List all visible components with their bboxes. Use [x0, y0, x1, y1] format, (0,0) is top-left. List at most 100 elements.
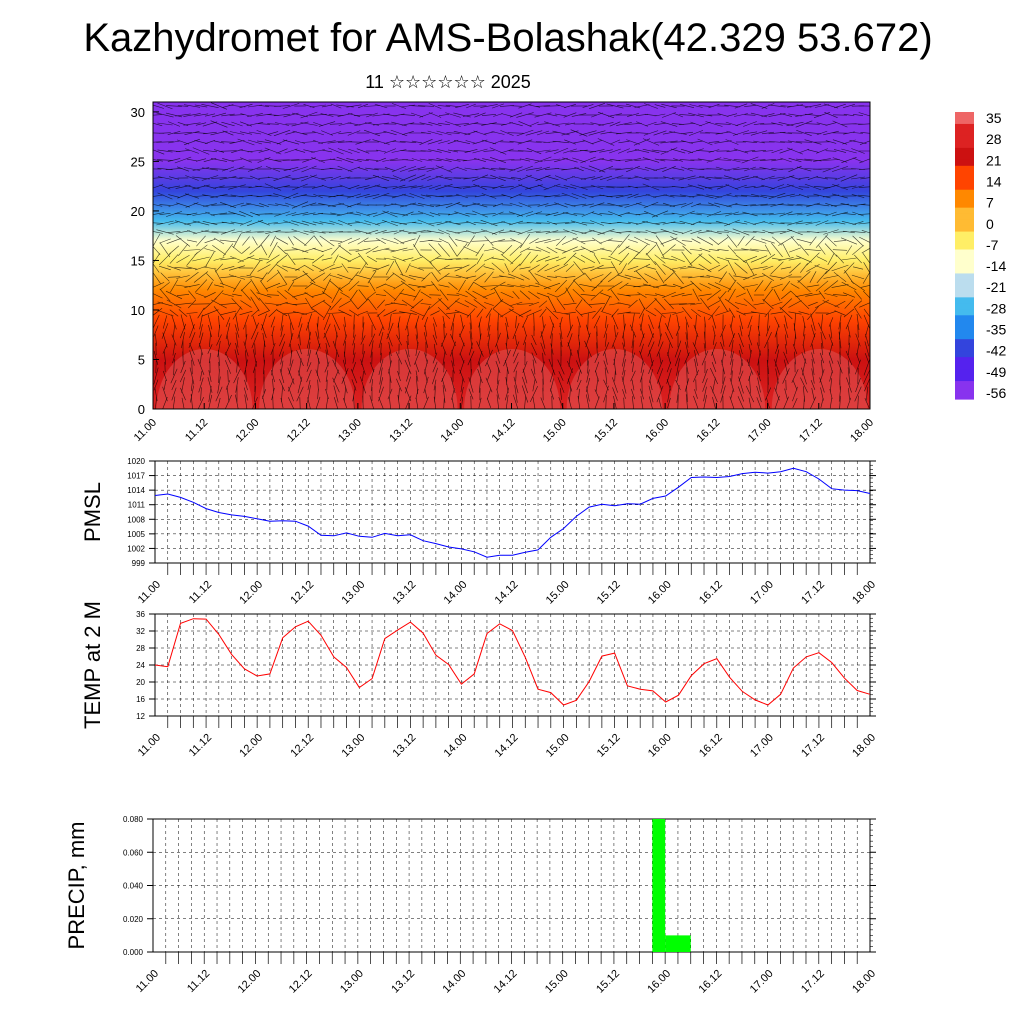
- x-tick-label: 14.12: [492, 968, 520, 996]
- wind-vector: [802, 334, 806, 346]
- wind-vector: [243, 341, 249, 357]
- colorbar-swatch: [955, 129, 974, 137]
- wind-vector: [728, 308, 736, 318]
- wind-vector: [790, 283, 800, 289]
- wind-vector: [667, 352, 671, 364]
- page-title: Kazhydromet for AMS-Bolashak(42.329 53.6…: [83, 16, 933, 60]
- wind-vector: [796, 130, 812, 136]
- wind-vector: [832, 166, 848, 172]
- wind-vector: [200, 352, 202, 364]
- colorbar-swatch: [955, 303, 974, 310]
- wind-vector: [397, 394, 401, 409]
- wind-vector: [213, 237, 225, 245]
- wind-vector: [189, 367, 195, 385]
- wind-vector: [651, 210, 669, 218]
- wind-vector: [302, 141, 316, 143]
- wind-vector: [181, 377, 185, 393]
- wind-vector: [318, 121, 336, 127]
- wind-vector: [172, 352, 176, 364]
- wind-vector: [747, 334, 753, 346]
- wind-vector: [313, 122, 323, 126]
- wind-vector: [310, 230, 326, 234]
- wind-vector: [270, 235, 276, 247]
- wind-vector: [201, 230, 219, 234]
- wind-vector: [153, 194, 164, 197]
- wind-vector: [405, 349, 411, 367]
- wind-vector: [714, 140, 732, 144]
- wind-vector: [563, 229, 577, 235]
- wind-vector: [378, 397, 384, 409]
- wind-vector: [465, 213, 477, 215]
- wind-vector: [399, 311, 417, 315]
- wind-vector: [771, 242, 783, 258]
- wind-vector: [231, 121, 243, 127]
- wind-vector: [698, 253, 712, 265]
- wind-vector: [779, 211, 793, 217]
- wind-vector: [485, 308, 493, 318]
- x-tick-label: 15.12: [595, 732, 623, 760]
- wind-vector: [428, 158, 442, 162]
- wind-vector: [681, 293, 693, 297]
- wind-vector: [743, 121, 757, 127]
- wind-vector: [832, 193, 848, 199]
- wind-vector: [728, 332, 736, 348]
- wind-vector: [479, 322, 481, 340]
- wind-vector: [751, 194, 767, 198]
- wind-vector: [297, 323, 303, 339]
- wind-vector: [643, 130, 659, 136]
- wind-vector: [586, 369, 590, 383]
- wind-vector: [635, 167, 649, 171]
- wind-vector: [155, 334, 157, 346]
- wind-vector: [695, 314, 697, 330]
- wind-vector: [357, 298, 369, 310]
- wind-vector: [724, 298, 740, 310]
- wind-vector: [822, 184, 840, 190]
- wind-vector: [343, 397, 347, 409]
- x-tick-label: 16.00: [646, 579, 674, 607]
- wind-vector: [579, 284, 597, 288]
- wind-vector: [684, 352, 690, 364]
- wind-vector: [645, 121, 657, 127]
- wind-vector: [480, 219, 498, 227]
- wind-vector: [446, 132, 460, 134]
- wind-vector: [153, 104, 164, 109]
- wind-vector: [670, 148, 686, 154]
- wind-vector: [684, 378, 690, 392]
- wind-vector: [617, 222, 631, 224]
- wind-vector: [347, 113, 361, 117]
- wind-vector: [283, 192, 299, 200]
- wind-vector: [859, 236, 870, 243]
- wind-vector: [720, 376, 726, 394]
- colorbar-swatch: [955, 183, 974, 191]
- wind-vector: [307, 397, 311, 409]
- wind-vector: [534, 273, 552, 281]
- wind-vector: [507, 132, 525, 134]
- wind-vector: [724, 104, 740, 108]
- wind-vector: [466, 220, 476, 226]
- wind-vector: [847, 324, 851, 338]
- x-tick-label: 11.12: [185, 968, 212, 995]
- wind-vector: [798, 298, 810, 310]
- wind-vector: [860, 177, 870, 180]
- wind-vector: [738, 332, 744, 348]
- wind-vector: [545, 306, 559, 320]
- wind-vector: [219, 176, 237, 180]
- wind-vector: [354, 114, 372, 116]
- wind-vector: [504, 263, 510, 273]
- wind-vector: [162, 396, 168, 409]
- wind-vector: [509, 244, 523, 256]
- wind-vector: [580, 294, 596, 296]
- wind-vector: [330, 175, 342, 181]
- wind-vector: [473, 222, 487, 224]
- wind-vector: [661, 312, 677, 314]
- wind-vector: [298, 343, 302, 355]
- wind-vector: [383, 309, 397, 317]
- wind-vector: [639, 388, 645, 400]
- wind-vector: [535, 246, 551, 254]
- wind-vector: [622, 333, 626, 347]
- wind-vector: [535, 174, 551, 182]
- wind-vector: [207, 281, 213, 291]
- wind-vector: [659, 325, 661, 337]
- wind-vector: [321, 257, 333, 261]
- wind-vector: [432, 367, 438, 385]
